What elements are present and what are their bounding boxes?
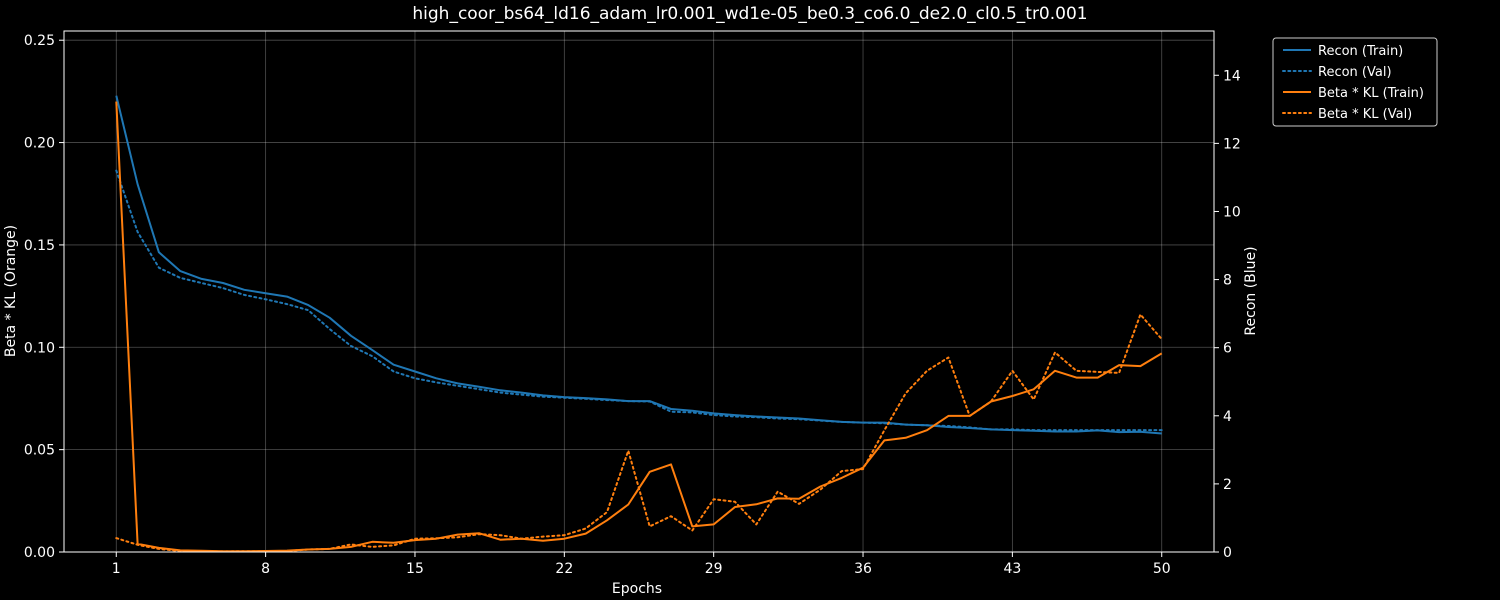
- legend-label-1: Recon (Train): [1318, 44, 1403, 59]
- y-left-tick-label: 0.20: [24, 136, 55, 152]
- y-axis-label-left: Beta * KL (Orange): [3, 225, 19, 357]
- legend-label-2: Recon (Val): [1318, 65, 1392, 80]
- x-tick-label: 36: [854, 561, 872, 577]
- y-left-tick-label: 0.00: [24, 545, 55, 561]
- y-right-tick-label: 8: [1223, 273, 1232, 289]
- series-lines: [115, 95, 1163, 553]
- y-axis-label-right: Recon (Blue): [1243, 246, 1259, 335]
- x-tick-label: 50: [1153, 561, 1171, 577]
- legend-box: [1272, 37, 1438, 127]
- plot-frame: [63, 30, 1215, 553]
- series-line-2: [115, 169, 1163, 432]
- legend-label-4: Beta * KL (Val): [1318, 107, 1412, 122]
- x-tick-label: 22: [555, 561, 573, 577]
- legend-label-3: Beta * KL (Train): [1318, 86, 1424, 101]
- x-tick-label: 15: [406, 561, 424, 577]
- plot-area: [64, 31, 1214, 552]
- x-tick-label: 8: [261, 561, 270, 577]
- y-right-tick-label: 2: [1223, 477, 1232, 493]
- y-right-tick-label: 10: [1223, 204, 1241, 220]
- y-right-tick-label: 12: [1223, 136, 1241, 152]
- y-right-tick-label: 4: [1223, 409, 1232, 425]
- axes: 1 8 15 22 29 36 43 50 0.00 0.05 0.10 0.15 0.20 0.25 0 2…: [24, 33, 1241, 577]
- x-tick-label: 43: [1003, 561, 1021, 577]
- x-axis-label: Epochs: [612, 581, 662, 597]
- x-tick-label: 1: [112, 561, 121, 577]
- y-right-tick-label: 6: [1223, 341, 1232, 357]
- y-left-tick-label: 0.10: [24, 340, 55, 356]
- y-left-tick-label: 0.25: [24, 33, 55, 49]
- series-line-4: [115, 313, 1163, 553]
- y-right-tick-label: 0: [1223, 545, 1232, 561]
- chart-title: high_coor_bs64_ld16_adam_lr0.001_wd1e-05…: [412, 4, 1087, 24]
- y-left-tick-label: 0.15: [24, 238, 55, 254]
- x-tick-label: 29: [705, 561, 723, 577]
- y-left-tick-label: 0.05: [24, 443, 55, 459]
- y-right-tick-label: 14: [1223, 68, 1241, 84]
- legend: Recon (Train) Recon (Val) Beta * KL (Train…: [1272, 37, 1438, 127]
